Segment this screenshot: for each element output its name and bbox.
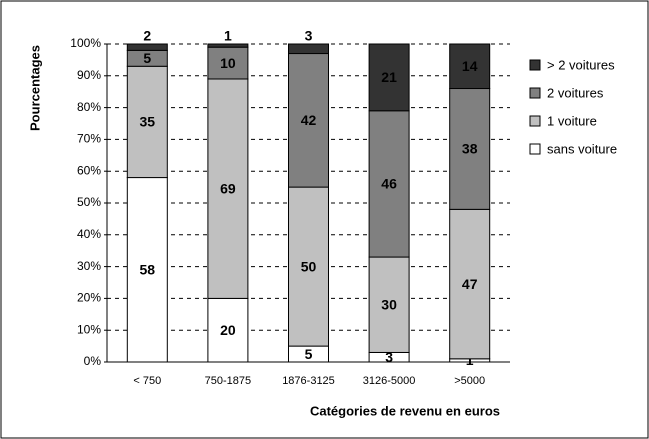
x-tick-label: 750-1875 [205,375,252,387]
y-tick-label: 100% [70,36,101,50]
bar-segment [288,186,329,347]
x-tick-label: 3126-5000 [363,375,416,387]
legend-swatch [529,115,541,127]
legend-label: > 2 voitures [547,57,615,72]
bar-segment [288,53,329,188]
data-label: 20 [220,322,236,338]
data-label: 3 [385,349,393,365]
data-label: 14 [462,58,478,74]
bar-segment [126,65,168,179]
legend-label: 1 voiture [547,113,597,128]
bar-segment [449,208,491,360]
data-label: 5 [305,346,313,362]
bar-segment [368,43,410,112]
data-label: 30 [381,296,397,312]
bar-segment [449,88,491,210]
y-tick-label: 0% [84,354,102,368]
data-label: 42 [301,112,317,128]
bar-segment [207,46,249,80]
y-tick-label: 40% [77,227,101,241]
y-tick-label: 30% [77,259,101,273]
x-tick-label: 1876-3125 [282,375,335,387]
y-tick-label: 10% [77,322,101,336]
data-label: 58 [140,261,156,277]
bar-segment [126,177,168,363]
bar-segment [449,43,491,90]
data-label: 47 [462,276,478,292]
data-label: 35 [140,114,156,130]
data-label: 1 [466,352,474,368]
data-label: 46 [381,176,397,192]
y-tick-label: 60% [77,163,101,177]
x-axis-title: Catégories de revenu en euros [310,403,500,418]
y-axis-title: Pourcentages [27,45,42,131]
data-label: 10 [220,55,236,71]
data-label: 2 [143,28,151,44]
bar-segment [368,256,410,353]
data-label: 1 [224,28,232,44]
legend-swatch [529,143,541,155]
data-label: 3 [305,28,313,44]
y-tick-label: 70% [77,132,101,146]
bar-segment [288,43,329,55]
bar-segment [126,43,168,51]
data-label: 5 [143,50,151,66]
data-label: 21 [381,69,397,85]
data-label: 69 [220,180,236,196]
data-label: 38 [462,141,478,157]
legend-swatch [529,59,541,71]
legend-label: 2 voitures [547,85,604,100]
bar-segment [207,297,249,363]
y-tick-label: 20% [77,291,101,305]
bar-segment [207,43,249,48]
y-tick-label: 50% [77,195,101,209]
x-tick-label: >5000 [454,375,485,387]
data-label: 50 [301,258,317,274]
legend-swatch [529,87,541,99]
bar-segment [368,110,410,258]
bar-segment [207,78,249,299]
x-tick-label: < 750 [133,375,161,387]
legend-label: sans voiture [547,141,617,156]
y-tick-label: 80% [77,100,101,114]
y-tick-label: 90% [77,68,101,82]
